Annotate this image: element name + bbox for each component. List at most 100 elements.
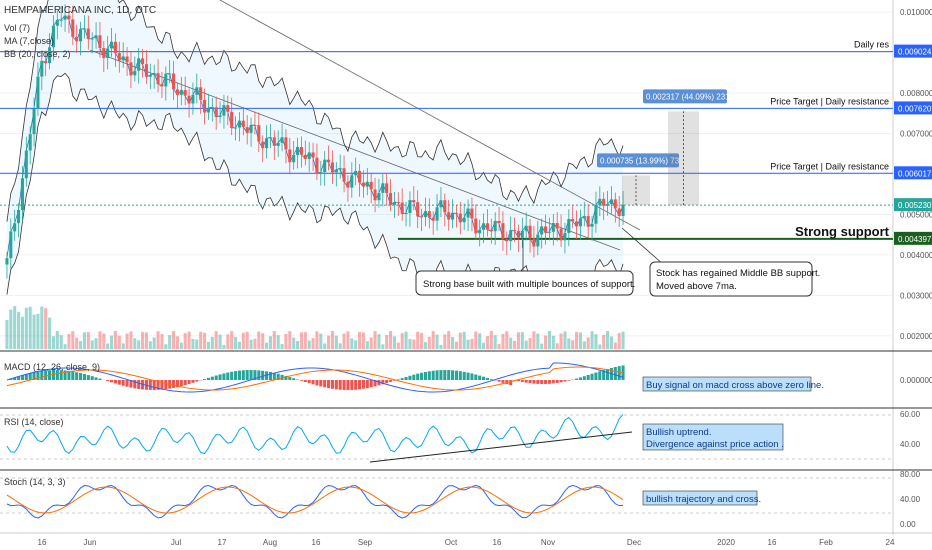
candle-body (148, 74, 152, 77)
macd-hist-bar (598, 371, 602, 380)
candle-body (249, 125, 253, 133)
candle-body (86, 28, 90, 40)
macd-hist-bar (164, 380, 168, 390)
volume-bar (423, 342, 427, 349)
time-tick-label: 24 (886, 538, 895, 547)
macd-hist-bar (544, 380, 548, 384)
volume-bar (400, 333, 404, 349)
macd-hist-bar (148, 380, 152, 390)
volume-bar (199, 331, 203, 349)
candle-body (222, 105, 226, 116)
macd-hist-bar (551, 380, 555, 384)
volume-bar (75, 337, 79, 349)
candle-body (230, 111, 234, 129)
macd-hist-bar (218, 374, 222, 380)
candle-body (133, 70, 137, 76)
rsi-tick-40: 40.00 (900, 440, 921, 449)
macd-hist-bar (354, 380, 358, 390)
macd-hist-bar (427, 371, 431, 380)
candle-body (175, 89, 179, 95)
macd-hist-bar (392, 380, 396, 381)
ma-line (6, 15, 624, 259)
macd-hist-bar (528, 380, 532, 384)
candle-body (385, 183, 389, 194)
macd-hist-bar (563, 380, 567, 382)
measure-boxes: 0.000735 (13.99%) 735 0.002317 (44.09%) 2… (597, 89, 735, 206)
candle-body (451, 212, 455, 220)
candle-body (423, 211, 427, 218)
candle-body (137, 58, 141, 71)
time-tick-label: Jul (171, 538, 181, 547)
candle-body (338, 168, 342, 170)
macd-hist-bar (590, 373, 594, 380)
candle-body (571, 219, 575, 222)
measure-label-box (643, 89, 727, 104)
volume-bar (381, 344, 385, 349)
macd-annotation-text: Buy signal on macd cross above zero line… (646, 380, 824, 391)
macd-hist-bar (613, 366, 617, 380)
volume-bar (505, 331, 509, 349)
price-tag-value: 0.005230 (898, 201, 932, 210)
volume-bar (36, 313, 40, 349)
volume-bar (431, 331, 435, 349)
candle-body (489, 229, 493, 232)
volume-bar (346, 331, 350, 349)
candle-body (36, 76, 40, 109)
volume-bar (13, 306, 17, 349)
price-tick-label: 0.002000 (900, 332, 932, 341)
candle-body (183, 89, 187, 96)
macd-hist-bar (288, 377, 292, 380)
candle-body (447, 212, 451, 220)
volume-bar (90, 340, 94, 349)
volume-bar (288, 331, 292, 349)
volume-bar (245, 331, 249, 349)
macd-hist-bar (361, 380, 365, 389)
candle-body (532, 238, 536, 247)
macd-hist-bar (540, 380, 544, 384)
candle-body (218, 115, 222, 118)
candle-body (509, 230, 513, 242)
macd-hist-bar (172, 380, 176, 388)
rsi-annotation-line2: Divergence against price action . (646, 439, 784, 450)
candle-body (524, 225, 528, 231)
volume-bar (540, 343, 544, 349)
macd-hist-bar (187, 380, 191, 384)
volume-bar (253, 338, 257, 349)
candle-body (582, 216, 586, 219)
volume-bar (203, 332, 207, 349)
macd-hist-bar (365, 380, 369, 389)
candles (5, 4, 625, 279)
volume-bar (137, 340, 141, 349)
macd-hist-bar (555, 380, 559, 383)
volume-bar (32, 314, 36, 349)
candle-body (94, 35, 98, 39)
candle-body (226, 105, 230, 112)
volume-bar (241, 332, 245, 349)
macd-hist-bar (20, 375, 24, 380)
macd-hist-bar (578, 377, 582, 380)
volume-bar (571, 340, 575, 349)
volume-bar (369, 337, 373, 349)
candle-body (129, 62, 133, 76)
macd-hist-bar (509, 380, 513, 386)
candle-body (79, 29, 83, 42)
candle-body (439, 200, 443, 208)
macd-hist-bar (478, 375, 482, 380)
time-tick-label: 17 (218, 538, 227, 547)
macd-hist-bar (206, 377, 210, 380)
candle-body (71, 19, 75, 37)
volume-bar (117, 335, 121, 349)
volume-bar (234, 336, 238, 349)
macd-hist-bar (160, 380, 164, 390)
candle-body (621, 204, 625, 217)
stoch-k-line (6, 484, 624, 519)
macd-hist-bar (323, 380, 327, 388)
macd-hist-bar (272, 372, 276, 380)
candle-body (272, 137, 276, 146)
candle-body (144, 64, 148, 77)
candle-body (416, 202, 420, 217)
candle-body (51, 25, 55, 48)
macd-hist-bar (381, 380, 385, 385)
macd-hist-bar (606, 368, 610, 380)
candle-body (9, 231, 13, 259)
